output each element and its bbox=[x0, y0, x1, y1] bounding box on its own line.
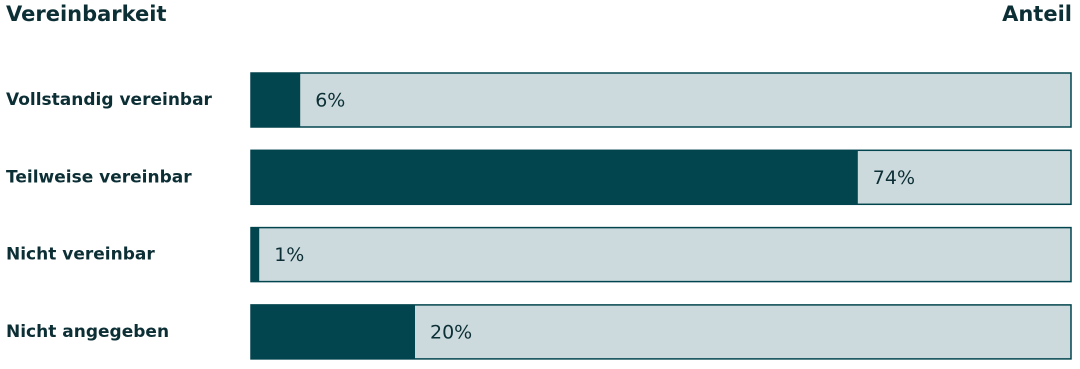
value-label: 1% bbox=[274, 244, 304, 266]
bar bbox=[251, 150, 858, 205]
category-label: Teilweise vereinbar bbox=[6, 167, 192, 187]
category-label: Nicht vereinbar bbox=[6, 245, 155, 265]
category-label: Vollstandig vereinbar bbox=[6, 90, 213, 110]
bar bbox=[251, 227, 260, 282]
bar-track bbox=[250, 72, 1072, 128]
category-header: Vereinbarkeit bbox=[6, 2, 167, 26]
bar bbox=[251, 73, 301, 127]
value-label: 20% bbox=[430, 321, 472, 343]
value-label: 74% bbox=[873, 167, 915, 189]
category-label: Nicht angegeben bbox=[6, 322, 169, 342]
bar-track bbox=[250, 226, 1072, 283]
bar bbox=[251, 304, 415, 359]
value-header: Anteil bbox=[1002, 2, 1072, 26]
value-label: 6% bbox=[315, 90, 345, 112]
